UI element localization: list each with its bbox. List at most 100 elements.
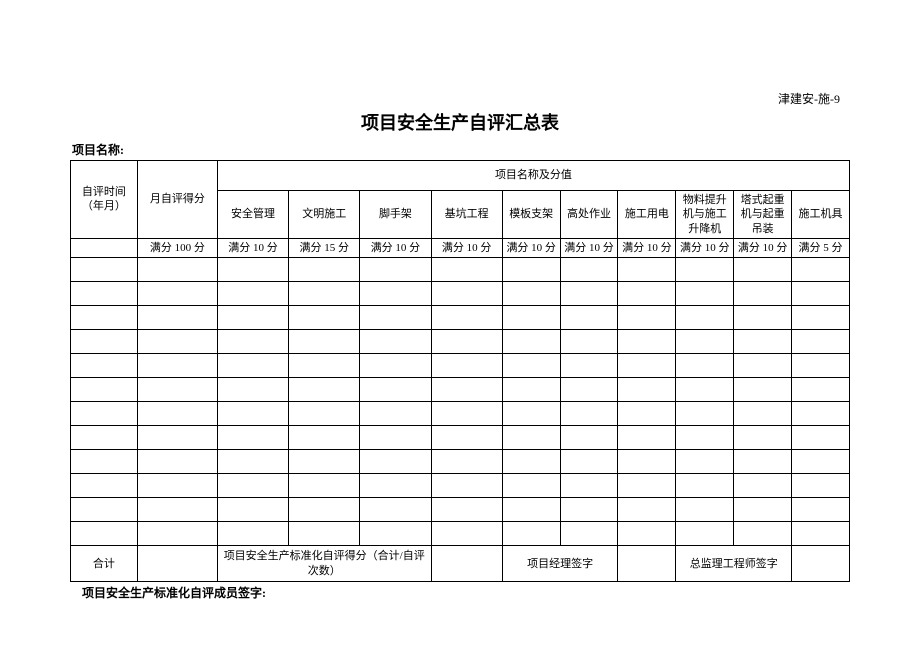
table-cell — [137, 258, 217, 282]
table-cell — [137, 474, 217, 498]
table-cell — [734, 402, 792, 426]
table-row — [71, 474, 850, 498]
table-cell — [431, 378, 502, 402]
th-col: 高处作业 — [560, 191, 618, 239]
table-row — [71, 450, 850, 474]
table-cell — [431, 258, 502, 282]
table-cell — [618, 450, 676, 474]
table-cell — [618, 402, 676, 426]
table-cell — [137, 498, 217, 522]
table-cell — [792, 474, 850, 498]
th-full-month: 满分 100 分 — [137, 238, 217, 257]
table-cell — [431, 498, 502, 522]
table-cell — [289, 522, 360, 546]
th-full: 满分 10 分 — [676, 238, 734, 257]
th-full: 满分 10 分 — [431, 238, 502, 257]
signers-label: 项目安全生产标准化自评成员签字: — [70, 584, 850, 601]
table-cell — [360, 498, 431, 522]
table-cell — [217, 330, 288, 354]
footer-supervisor-sign: 总监理工程师签字 — [676, 546, 792, 582]
footer-total: 合计 — [71, 546, 138, 582]
table-cell — [734, 354, 792, 378]
th-col: 基坑工程 — [431, 191, 502, 239]
table-cell — [734, 306, 792, 330]
table-cell — [71, 474, 138, 498]
table-cell — [792, 426, 850, 450]
table-cell — [431, 474, 502, 498]
table-row — [71, 258, 850, 282]
table-cell — [71, 330, 138, 354]
table-cell — [431, 450, 502, 474]
table-cell — [676, 306, 734, 330]
table-cell — [71, 522, 138, 546]
table-cell — [734, 330, 792, 354]
table-cell — [792, 402, 850, 426]
table-cell — [560, 306, 618, 330]
table-cell — [502, 330, 560, 354]
table-cell — [360, 330, 431, 354]
table-cell — [676, 402, 734, 426]
table-cell — [792, 282, 850, 306]
table-cell — [217, 474, 288, 498]
table-cell — [618, 474, 676, 498]
table-cell — [502, 426, 560, 450]
table-cell — [560, 474, 618, 498]
table-cell — [137, 306, 217, 330]
table-cell — [71, 282, 138, 306]
table-cell — [289, 330, 360, 354]
table-cell — [137, 282, 217, 306]
table-cell — [360, 474, 431, 498]
table-cell — [560, 330, 618, 354]
th-col: 施工用电 — [618, 191, 676, 239]
table-row — [71, 282, 850, 306]
table-cell — [360, 450, 431, 474]
table-cell — [71, 450, 138, 474]
table-cell — [431, 354, 502, 378]
table-cell — [431, 282, 502, 306]
th-col: 脚手架 — [360, 191, 431, 239]
document-code: 津建安-施-9 — [70, 90, 840, 107]
table-cell — [734, 426, 792, 450]
table-cell — [676, 282, 734, 306]
table-row — [71, 354, 850, 378]
table-cell — [360, 378, 431, 402]
th-full: 满分 10 分 — [217, 238, 288, 257]
table-cell — [502, 402, 560, 426]
table-cell — [502, 306, 560, 330]
th-full: 满分 10 分 — [560, 238, 618, 257]
table-cell — [217, 378, 288, 402]
table-cell — [217, 426, 288, 450]
table-cell — [71, 258, 138, 282]
table-cell — [792, 306, 850, 330]
table-cell — [618, 522, 676, 546]
table-cell — [431, 522, 502, 546]
table-cell — [792, 450, 850, 474]
table-cell — [289, 282, 360, 306]
table-cell — [137, 426, 217, 450]
table-cell — [71, 354, 138, 378]
table-cell — [360, 282, 431, 306]
table-cell — [618, 426, 676, 450]
evaluation-table: 自评时间（年月） 月自评得分 项目名称及分值 安全管理 文明施工 脚手架 基坑工… — [70, 160, 850, 582]
th-full: 满分 10 分 — [618, 238, 676, 257]
table-cell — [560, 402, 618, 426]
table-cell — [734, 474, 792, 498]
table-cell — [71, 426, 138, 450]
table-cell — [360, 258, 431, 282]
table-cell — [734, 498, 792, 522]
table-cell — [618, 354, 676, 378]
table-cell — [618, 498, 676, 522]
table-cell — [71, 306, 138, 330]
table-cell — [289, 258, 360, 282]
table-cell — [676, 378, 734, 402]
table-cell — [792, 522, 850, 546]
table-cell — [431, 402, 502, 426]
table-cell — [676, 450, 734, 474]
table-cell — [792, 258, 850, 282]
table-cell — [676, 498, 734, 522]
table-cell — [137, 450, 217, 474]
table-cell — [676, 474, 734, 498]
table-row — [71, 498, 850, 522]
table-cell — [502, 258, 560, 282]
th-full: 满分 10 分 — [502, 238, 560, 257]
